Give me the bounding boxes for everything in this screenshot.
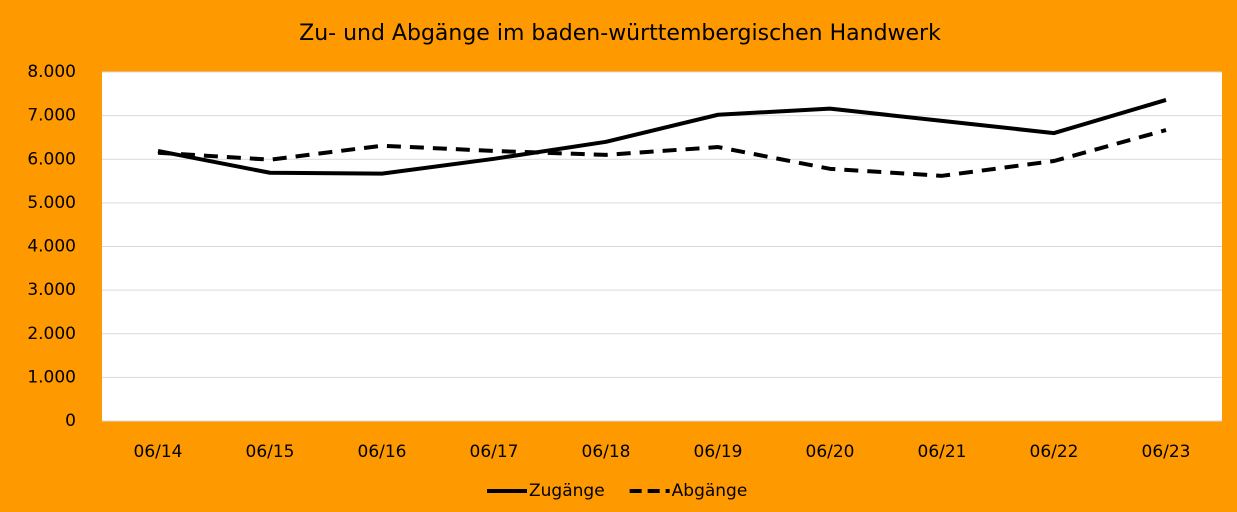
y-tick-label: 5.000 bbox=[27, 193, 76, 213]
x-tick-label: 06/14 bbox=[134, 442, 183, 462]
data-line bbox=[157, 128, 1167, 178]
y-tick-label: 1.000 bbox=[27, 367, 76, 387]
data-line bbox=[157, 98, 1167, 176]
x-tick-label: 06/19 bbox=[694, 442, 743, 462]
y-tick-label: 6.000 bbox=[27, 149, 76, 169]
x-tick-label: 06/20 bbox=[806, 442, 855, 462]
legend-label: Abgänge bbox=[672, 481, 748, 501]
x-tick-label: 06/16 bbox=[358, 442, 407, 462]
y-tick-label: 7.000 bbox=[27, 106, 76, 126]
x-tick-label: 06/17 bbox=[470, 442, 519, 462]
chart-title: Zu- und Abgänge im baden-württembergisch… bbox=[299, 21, 941, 46]
y-tick-label: 0 bbox=[65, 411, 76, 431]
x-tick-label: 06/22 bbox=[1030, 442, 1079, 462]
y-tick-label: 2.000 bbox=[27, 324, 76, 344]
y-tick-label: 8.000 bbox=[27, 62, 76, 82]
legend-label: Zugänge bbox=[529, 481, 605, 501]
x-tick-label: 06/15 bbox=[246, 442, 295, 462]
x-tick-label: 06/18 bbox=[582, 442, 631, 462]
y-tick-label: 3.000 bbox=[27, 280, 76, 300]
x-tick-label: 06/23 bbox=[1142, 442, 1191, 462]
x-tick-label: 06/21 bbox=[918, 442, 967, 462]
y-tick-label: 4.000 bbox=[27, 237, 76, 257]
